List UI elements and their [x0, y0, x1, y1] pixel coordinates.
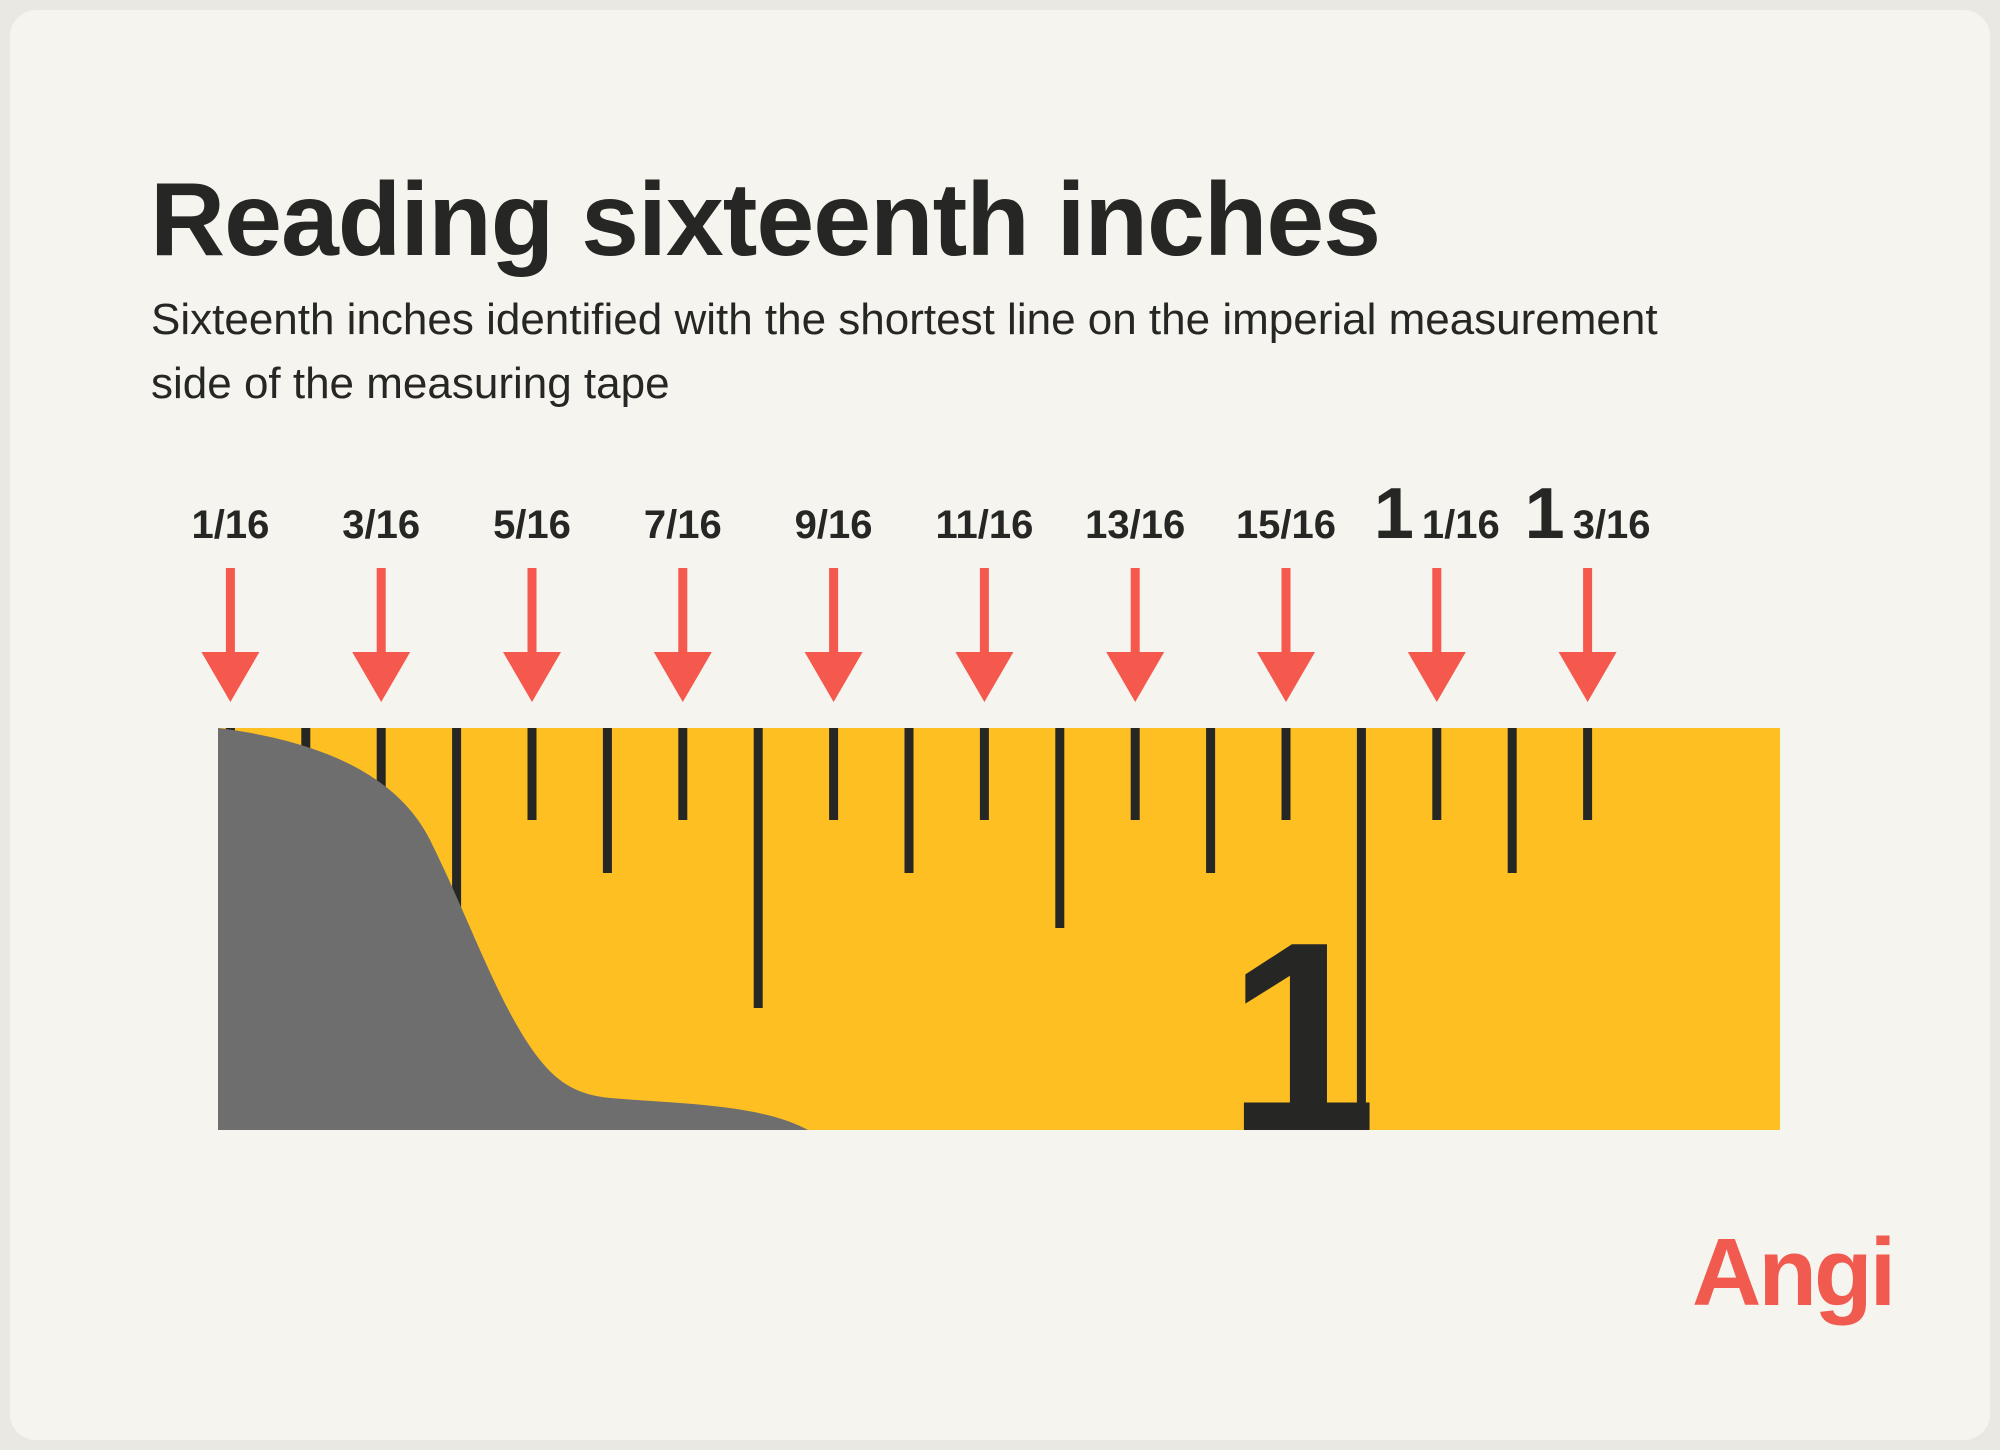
fraction-text: 11/16 — [935, 503, 1033, 547]
angi-logo: Angi — [1692, 1219, 1896, 1326]
tick-sixteenth — [1130, 728, 1140, 820]
tape-measure-case — [218, 728, 808, 1130]
card-background — [10, 10, 1990, 1440]
measuring-tape: 1 — [218, 728, 1780, 1188]
arrow-down-icon — [503, 568, 561, 702]
tick-mark — [753, 728, 763, 1008]
tick-mark — [1055, 728, 1065, 928]
tick-mark — [1206, 728, 1216, 873]
tick-inch — [1356, 728, 1366, 1130]
tick-sixteenth — [1583, 728, 1593, 820]
fraction-label: 11/16 — [935, 503, 1033, 547]
tick-mark — [602, 728, 612, 873]
fraction-label: 9/16 — [795, 503, 873, 547]
arrow-down-icon — [653, 568, 712, 702]
arrow-down-icon — [1106, 568, 1165, 702]
whole-number: 1 — [1525, 474, 1565, 554]
tick-mark — [1507, 728, 1517, 873]
tick-mark — [904, 728, 914, 873]
fraction-text: 7/16 — [644, 503, 722, 547]
fraction-text: 15/16 — [1236, 503, 1336, 547]
tape-inch-number: 1 — [1227, 887, 1377, 1188]
arrow-down-icon — [955, 568, 1014, 702]
page-title: Reading sixteenth inches — [150, 162, 1381, 278]
tick-mark — [452, 728, 462, 928]
fraction-labels: 1/16 3/16 5/16 7/16 9/16 11/16 13/16 15/16 1 1/16… — [191, 474, 1650, 554]
tick-sixteenth — [376, 728, 386, 820]
arrow-down-icon — [352, 568, 411, 702]
fraction-label: 5/16 — [493, 503, 571, 547]
fraction-label: 3/16 — [342, 503, 420, 547]
tick-sixteenth — [829, 728, 839, 820]
arrow-down-icon — [201, 568, 260, 702]
fraction-text: 3/16 — [1573, 503, 1651, 547]
arrow-down-icon — [804, 568, 863, 702]
arrows — [201, 568, 1617, 702]
fraction-text: 1/16 — [191, 503, 269, 547]
fraction-label: 13/16 — [1085, 503, 1185, 547]
fraction-text: 13/16 — [1085, 503, 1185, 547]
tick-sixteenth — [1281, 728, 1291, 820]
tick-sixteenth — [979, 728, 989, 820]
whole-number: 1 — [1374, 474, 1414, 554]
fraction-text: 1/16 — [1422, 503, 1500, 547]
fraction-text: 9/16 — [795, 503, 873, 547]
tick-sixteenth — [678, 728, 688, 820]
arrow-down-icon — [1257, 568, 1315, 702]
tick-sixteenth — [1432, 728, 1442, 820]
fraction-label: 15/16 — [1236, 503, 1336, 547]
page-subtitle: Sixteenth inches identified with the sho… — [151, 295, 1658, 408]
fraction-label: 1/16 — [191, 503, 269, 547]
fraction-label: 7/16 — [644, 503, 722, 547]
arrow-down-icon — [1407, 568, 1466, 702]
fraction-text: 3/16 — [342, 503, 420, 547]
fraction-text: 5/16 — [493, 503, 571, 547]
arrow-down-icon — [1558, 568, 1617, 702]
tick-sixteenth — [527, 728, 537, 820]
